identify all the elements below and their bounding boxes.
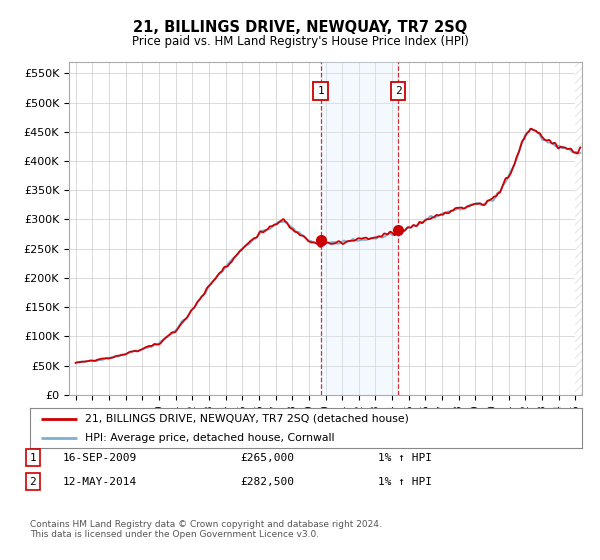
Bar xyxy=(575,62,590,395)
Text: £282,500: £282,500 xyxy=(240,477,294,487)
Text: 21, BILLINGS DRIVE, NEWQUAY, TR7 2SQ: 21, BILLINGS DRIVE, NEWQUAY, TR7 2SQ xyxy=(133,20,467,35)
Text: 21, BILLINGS DRIVE, NEWQUAY, TR7 2SQ (detached house): 21, BILLINGS DRIVE, NEWQUAY, TR7 2SQ (de… xyxy=(85,414,409,424)
Bar xyxy=(575,62,590,395)
Text: 2: 2 xyxy=(395,86,401,96)
Bar xyxy=(320,62,398,395)
Text: 12-MAY-2014: 12-MAY-2014 xyxy=(63,477,137,487)
Text: £265,000: £265,000 xyxy=(240,452,294,463)
Text: Price paid vs. HM Land Registry's House Price Index (HPI): Price paid vs. HM Land Registry's House … xyxy=(131,35,469,48)
Text: 1% ↑ HPI: 1% ↑ HPI xyxy=(378,452,432,463)
Text: 2: 2 xyxy=(29,477,37,487)
Text: 1: 1 xyxy=(29,452,37,463)
Text: 1: 1 xyxy=(317,86,324,96)
Text: HPI: Average price, detached house, Cornwall: HPI: Average price, detached house, Corn… xyxy=(85,432,335,442)
Text: 1% ↑ HPI: 1% ↑ HPI xyxy=(378,477,432,487)
Text: Contains HM Land Registry data © Crown copyright and database right 2024.
This d: Contains HM Land Registry data © Crown c… xyxy=(30,520,382,539)
Text: 16-SEP-2009: 16-SEP-2009 xyxy=(63,452,137,463)
